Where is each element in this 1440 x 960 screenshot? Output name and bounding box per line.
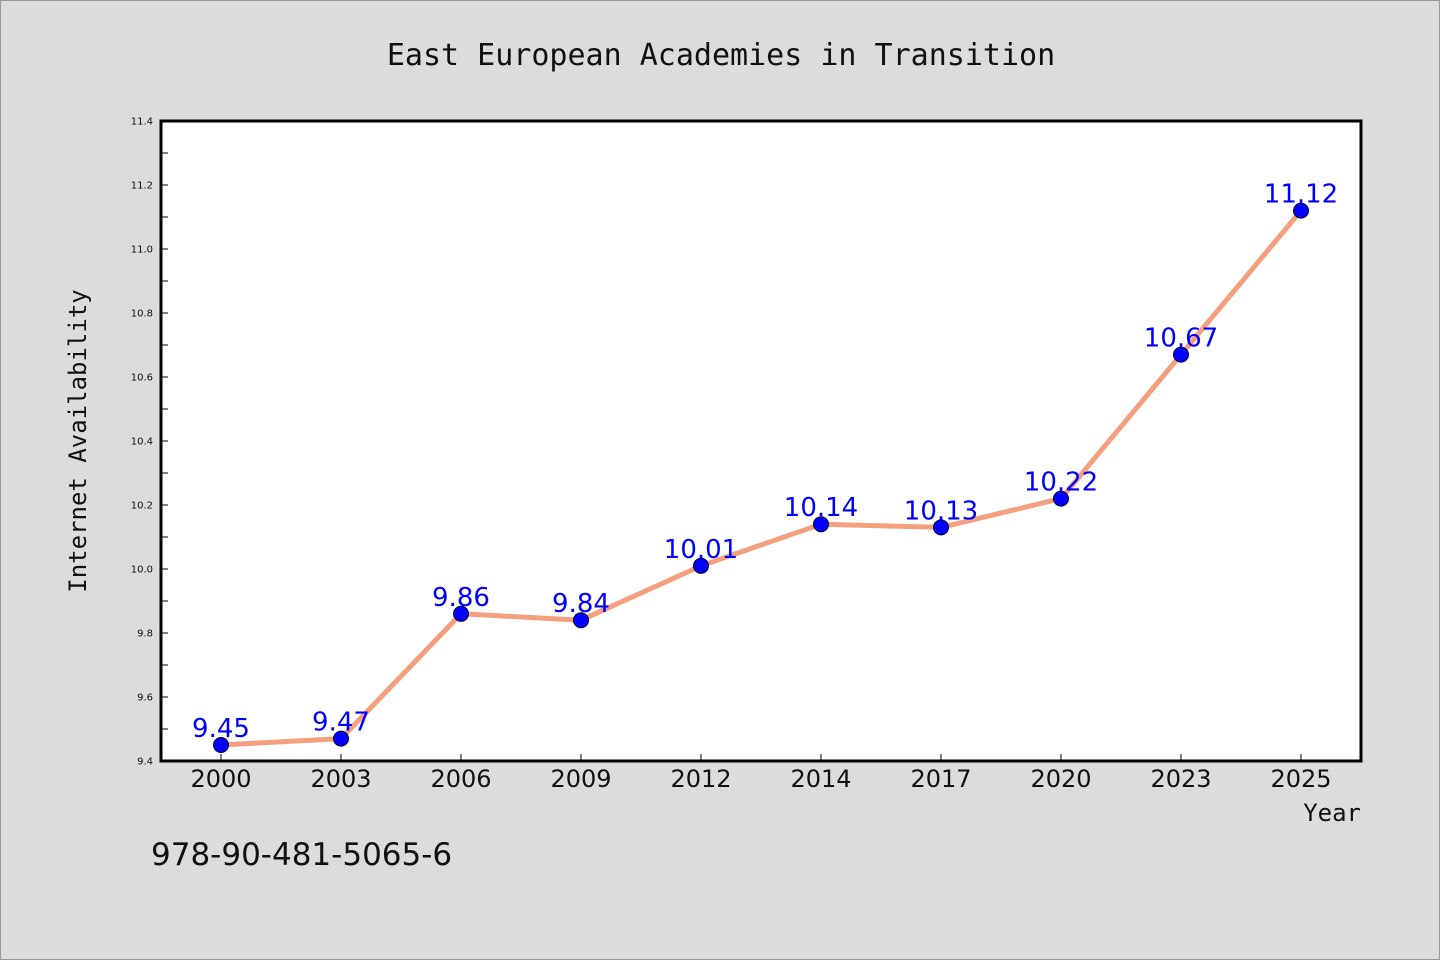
data-point <box>333 730 349 747</box>
data-point <box>1053 490 1069 507</box>
y-tick-label: 10.6 <box>131 373 153 384</box>
x-tick-label: 2003 <box>310 765 371 793</box>
data-point <box>933 519 949 536</box>
data-label: 10.14 <box>784 493 858 523</box>
x-tick-label: 2020 <box>1030 765 1091 793</box>
data-label: 10.01 <box>664 535 738 565</box>
x-tick-label: 2012 <box>670 765 731 793</box>
data-point <box>213 737 229 753</box>
y-tick-label: 9.4 <box>137 757 153 768</box>
plot-area <box>161 121 1361 761</box>
data-label: 10.13 <box>904 496 978 526</box>
y-tick-label: 10.2 <box>131 501 153 512</box>
x-tick-label: 2000 <box>190 765 251 793</box>
x-tick-label: 2009 <box>550 765 611 793</box>
data-label: 9.84 <box>552 589 610 619</box>
x-tick-label: 2014 <box>790 765 851 793</box>
data-point <box>453 605 469 622</box>
chart-title: East European Academies in Transition <box>387 38 1055 73</box>
x-axis-label: Year <box>1303 799 1361 827</box>
y-tick-label: 11.2 <box>131 181 153 192</box>
data-label: 10.67 <box>1144 324 1218 354</box>
data-label: 9.47 <box>312 708 370 738</box>
x-tick-label: 2017 <box>910 765 971 793</box>
y-axis-ticks: 9.4 9.6 9.8 10.0 10.2 10.4 10.6 10.8 11.0 11.2 11.… <box>131 117 168 768</box>
y-tick-label: 11.0 <box>131 245 153 256</box>
data-point <box>1173 346 1189 363</box>
y-tick-label: 10.4 <box>131 437 153 448</box>
data-label: 9.86 <box>432 583 490 613</box>
data-point <box>1293 202 1309 219</box>
y-tick-label: 10.8 <box>131 309 153 320</box>
x-tick-label: 2006 <box>430 765 491 793</box>
series-layer <box>218 208 1304 748</box>
data-label-layer: 9.45 9.47 9.86 9.84 10.01 10.14 10.13 10.22 10.6… <box>192 180 1338 744</box>
data-label: 10.22 <box>1024 468 1098 498</box>
y-tick-label: 9.8 <box>137 629 153 640</box>
data-point <box>573 612 589 629</box>
y-tick-label: 9.6 <box>137 693 153 704</box>
y-axis-label: Internet Availability <box>64 289 92 592</box>
x-axis-ticks: 2000 2003 2006 2009 2012 2014 2017 2020 2023 2025 <box>190 754 1332 793</box>
footnote-isbn: 978-90-481-5065-6 <box>151 837 452 873</box>
data-point <box>813 516 829 533</box>
data-label: 11.12 <box>1264 180 1338 210</box>
series-line <box>218 208 1304 748</box>
y-tick-label: 11.4 <box>131 117 153 128</box>
x-tick-label: 2025 <box>1270 765 1331 793</box>
y-tick-label: 10.0 <box>131 565 153 576</box>
data-point <box>693 557 709 574</box>
data-label: 9.45 <box>192 714 250 744</box>
x-tick-label: 2023 <box>1150 765 1211 793</box>
plot-frame <box>159 119 1363 763</box>
marker-layer <box>213 202 1309 753</box>
